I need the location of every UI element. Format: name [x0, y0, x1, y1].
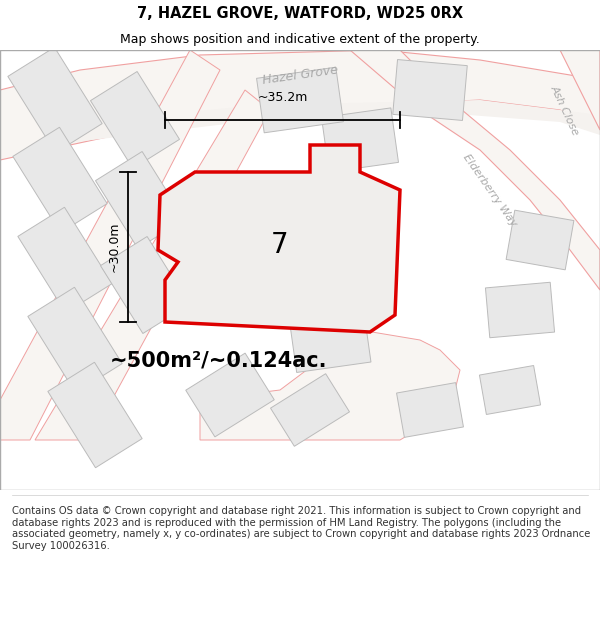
Polygon shape — [322, 108, 398, 172]
Polygon shape — [289, 308, 371, 372]
Text: Hazel Grove: Hazel Grove — [262, 63, 338, 87]
Polygon shape — [271, 374, 349, 446]
Polygon shape — [560, 50, 600, 130]
Polygon shape — [485, 282, 554, 338]
Polygon shape — [0, 50, 220, 440]
Text: 7: 7 — [271, 231, 289, 259]
Polygon shape — [158, 145, 400, 332]
Text: Ash Close: Ash Close — [549, 83, 581, 137]
Polygon shape — [13, 127, 107, 232]
Polygon shape — [28, 288, 122, 392]
Text: ~35.2m: ~35.2m — [257, 91, 308, 104]
Polygon shape — [506, 210, 574, 270]
Polygon shape — [397, 382, 463, 438]
Text: Elderberry Way: Elderberry Way — [461, 152, 519, 228]
Polygon shape — [186, 353, 274, 437]
Polygon shape — [479, 366, 541, 414]
Polygon shape — [95, 151, 185, 249]
Polygon shape — [8, 48, 102, 152]
Text: 7, HAZEL GROVE, WATFORD, WD25 0RX: 7, HAZEL GROVE, WATFORD, WD25 0RX — [137, 6, 463, 21]
Text: ~500m²/~0.124ac.: ~500m²/~0.124ac. — [110, 350, 328, 370]
Polygon shape — [100, 236, 190, 334]
Polygon shape — [200, 330, 460, 440]
Text: Map shows position and indicative extent of the property.: Map shows position and indicative extent… — [120, 32, 480, 46]
Polygon shape — [350, 50, 600, 290]
Polygon shape — [0, 50, 600, 160]
Text: Contains OS data © Crown copyright and database right 2021. This information is : Contains OS data © Crown copyright and d… — [12, 506, 590, 551]
Polygon shape — [18, 208, 112, 312]
Text: ~30.0m: ~30.0m — [107, 222, 121, 272]
Polygon shape — [50, 100, 600, 145]
Polygon shape — [48, 362, 142, 468]
Polygon shape — [35, 90, 270, 440]
Polygon shape — [91, 71, 179, 169]
Polygon shape — [257, 68, 343, 132]
Polygon shape — [393, 59, 467, 121]
